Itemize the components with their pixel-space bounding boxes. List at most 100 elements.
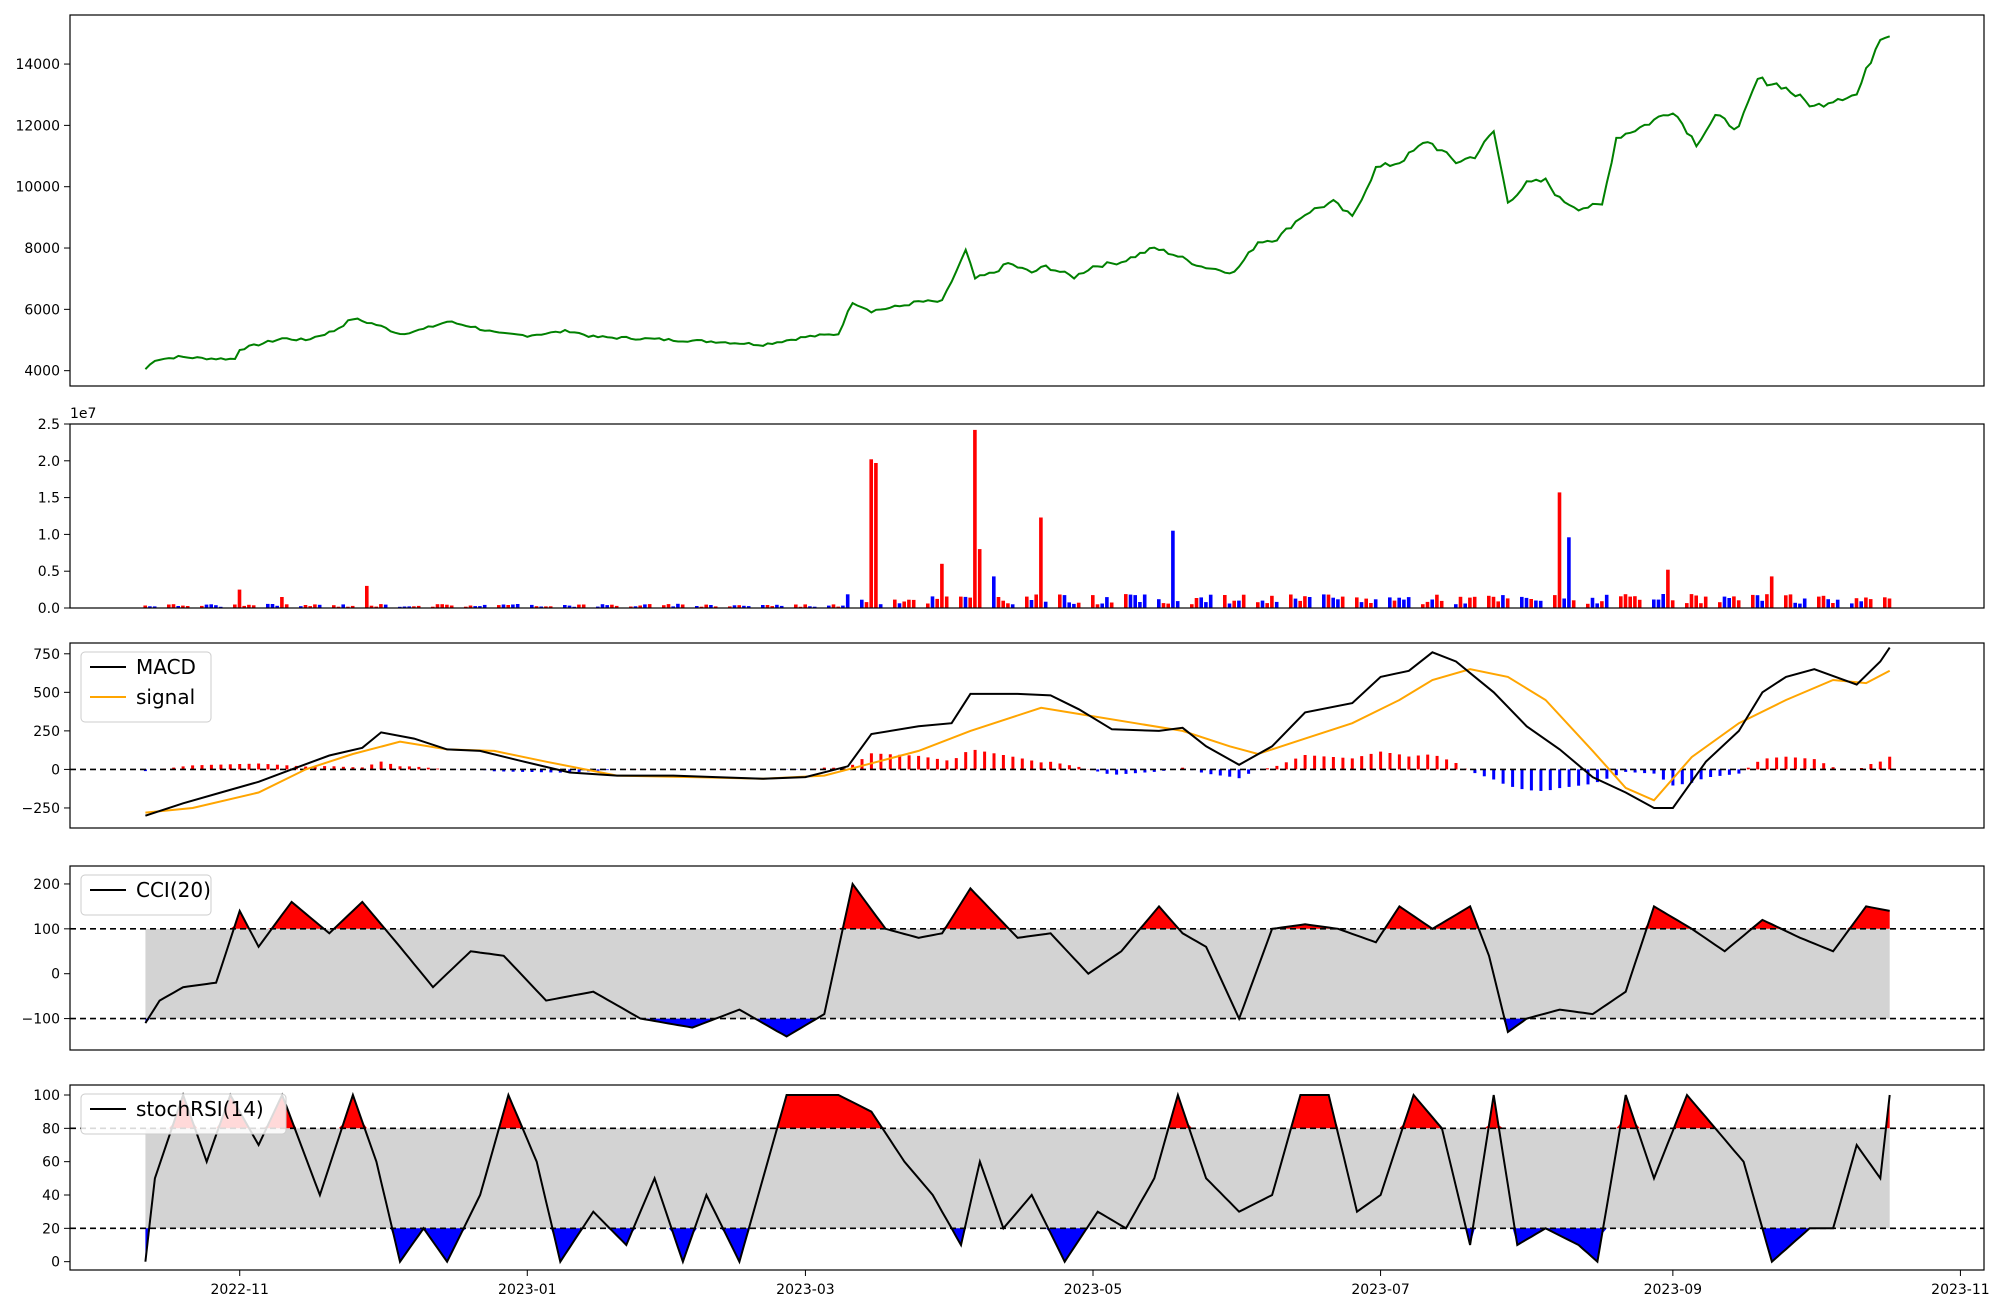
volume-bar xyxy=(869,459,873,608)
oversold-fill xyxy=(145,1019,1889,1037)
volume-bar xyxy=(1435,595,1439,608)
macd-histogram-bar xyxy=(1389,753,1392,769)
volume-bar xyxy=(1237,601,1241,608)
volume-bar xyxy=(865,602,869,608)
macd-histogram-bar xyxy=(1568,769,1571,787)
macd-histogram-bar xyxy=(1238,769,1241,778)
macd-histogram-bar xyxy=(1426,755,1429,770)
volume-bar xyxy=(1624,594,1628,608)
volume-bar xyxy=(1595,603,1599,608)
y-tick-label: 8000 xyxy=(24,241,60,257)
macd-histogram-bar xyxy=(257,764,260,770)
volume-bar xyxy=(1166,604,1170,608)
macd-histogram-bar xyxy=(1775,758,1778,770)
panel-1-frame xyxy=(70,15,1984,386)
macd-histogram-bar xyxy=(983,752,986,770)
x-tick-label: 2023-03 xyxy=(776,1282,835,1298)
y-tick-label: −250 xyxy=(22,801,60,817)
volume-bar xyxy=(931,596,935,608)
volume-bar xyxy=(1091,595,1095,608)
macd-histogram-bar xyxy=(1492,769,1495,779)
macd-histogram-bar xyxy=(1106,769,1109,773)
volume-bar xyxy=(978,549,982,608)
volume-bar xyxy=(280,597,284,608)
volume-bar xyxy=(1888,599,1892,609)
volume-bar xyxy=(1718,602,1722,608)
volume-bar xyxy=(1704,597,1708,608)
volume-bar xyxy=(1397,598,1401,608)
legend-label-MACD: MACD xyxy=(136,655,196,679)
legend-label-CCI(20): CCI(20) xyxy=(136,878,211,902)
macd-histogram-bar xyxy=(1445,759,1448,769)
macd-line xyxy=(145,648,1889,816)
macd-histogram-bar xyxy=(955,758,958,769)
y-tick-label: 12000 xyxy=(15,118,60,134)
macd-histogram-bar xyxy=(1879,762,1882,770)
neutral-band xyxy=(145,1128,1889,1228)
y-tick-label: 0.0 xyxy=(38,601,60,617)
volume-bar xyxy=(1831,603,1835,608)
volume-bar xyxy=(1209,595,1213,608)
volume-bar xyxy=(1256,602,1260,608)
volume-bar xyxy=(1529,599,1533,608)
volume-bar xyxy=(1331,598,1335,608)
macd-histogram-bar xyxy=(1483,769,1486,776)
volume-bar xyxy=(1671,600,1675,608)
volume-bar xyxy=(1737,600,1741,608)
macd-histogram-bar xyxy=(1539,769,1542,791)
volume-bar xyxy=(1242,595,1246,608)
macd-histogram-bar xyxy=(1360,756,1363,769)
volume-bar xyxy=(1129,595,1133,608)
volume-bar xyxy=(945,597,949,609)
y-tick-label: 200 xyxy=(33,877,60,893)
y-tick-label: 0 xyxy=(51,762,60,778)
y-tick-label: 14000 xyxy=(15,57,60,73)
macd-histogram-bar xyxy=(1502,769,1505,783)
volume-bar xyxy=(1817,597,1821,608)
macd-histogram-bar xyxy=(861,759,864,769)
volume-bar xyxy=(1836,600,1840,608)
volume-bar xyxy=(1289,595,1293,609)
volume-bar xyxy=(893,600,897,608)
volume-bar xyxy=(1195,598,1199,608)
macd-histogram-bar xyxy=(1059,764,1062,770)
y-tick-label: 250 xyxy=(33,724,60,740)
volume-bar xyxy=(1520,597,1524,608)
volume-bar xyxy=(1628,597,1632,608)
volume-bar xyxy=(846,594,850,608)
volume-bar xyxy=(907,600,911,608)
macd-histogram-bar xyxy=(1803,758,1806,769)
volume-bar xyxy=(1883,597,1887,608)
volume-bar xyxy=(964,597,968,608)
y-tick-label: −100 xyxy=(22,1012,60,1028)
y-tick-label: 40 xyxy=(42,1188,60,1204)
volume-bar xyxy=(1077,603,1081,608)
macd-histogram-bar xyxy=(1511,769,1514,787)
macd-histogram-bar xyxy=(606,769,609,770)
macd-histogram-bar xyxy=(1455,763,1458,770)
volume-bar xyxy=(1798,604,1802,608)
signal-line xyxy=(145,669,1889,812)
macd-histogram-bar xyxy=(1285,762,1288,769)
macd-histogram-bar xyxy=(1219,769,1222,775)
volume-bar xyxy=(1666,570,1670,608)
volume-bar xyxy=(902,602,906,609)
macd-histogram-bar xyxy=(1351,758,1354,769)
macd-histogram-bar xyxy=(1417,756,1420,770)
y-tick-label: 2.0 xyxy=(38,454,60,470)
volume-bar xyxy=(1426,602,1430,608)
macd-histogram-bar xyxy=(964,752,967,769)
volume-bar xyxy=(1803,599,1807,609)
y-tick-label: 100 xyxy=(33,1088,60,1104)
volume-bar xyxy=(1232,601,1236,608)
macd-histogram-bar xyxy=(1756,762,1759,770)
volume-bar xyxy=(1826,599,1830,608)
y-tick-label: 6000 xyxy=(24,302,60,318)
volume-bar xyxy=(1869,599,1873,608)
volume-bar xyxy=(1487,596,1491,608)
macd-histogram-bar xyxy=(1577,769,1580,785)
volume-bar xyxy=(926,604,930,609)
volume-bar xyxy=(1468,598,1472,608)
volume-bar xyxy=(1388,597,1392,608)
